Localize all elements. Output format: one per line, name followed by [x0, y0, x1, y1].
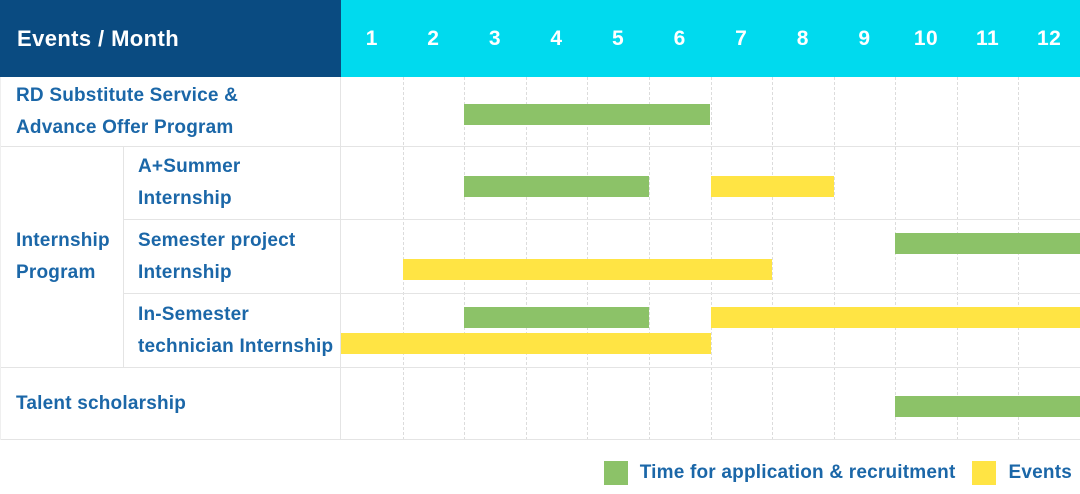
month-gridline	[402, 77, 404, 440]
gantt-bar-application	[464, 175, 649, 197]
month-gridline	[956, 77, 958, 440]
month-gridline	[464, 77, 466, 440]
gantt-bar-events	[341, 333, 711, 354]
gantt-bar-events	[710, 307, 1080, 328]
month-gridline	[525, 77, 527, 440]
month-gridline	[710, 77, 712, 440]
legend-label: Events	[1008, 462, 1072, 483]
month-label: 6	[673, 26, 686, 50]
row-label-line: A+Summer	[138, 156, 241, 177]
legend-item-events: Events	[972, 461, 1072, 485]
month-label: 10	[913, 26, 939, 50]
row-label-line: technician Internship	[138, 335, 334, 357]
row-label-line: Internship	[138, 188, 232, 209]
row-label-in-semester-technician-internship: In-Semester technician Internship	[124, 294, 341, 368]
gantt-bar-application	[464, 307, 649, 328]
month-label: 4	[550, 26, 563, 50]
gantt-bar-events	[402, 259, 773, 280]
row-label-line: Advance Offer Program	[16, 116, 234, 138]
month-label: 7	[735, 26, 748, 50]
month-label: 5	[612, 26, 625, 50]
table-header-title: Events / Month	[0, 0, 341, 77]
month-gridline	[833, 77, 835, 440]
row-label-line: Internship	[16, 230, 110, 251]
row-label-line: RD Substitute Service &	[16, 84, 239, 106]
gantt-bar-application	[895, 233, 1080, 254]
month-label: 1	[365, 26, 378, 50]
chart-row	[341, 77, 1080, 147]
month-gridline	[1018, 77, 1020, 440]
row-label-line: Semester project	[138, 229, 296, 251]
month-label: 12	[1036, 26, 1062, 50]
table-left-border	[0, 77, 1, 440]
row-label-line: In-Semester	[138, 303, 249, 325]
gantt-bar-events	[710, 175, 834, 197]
chart-row	[341, 294, 1080, 368]
month-gridline	[772, 77, 774, 440]
month-gridline	[648, 77, 650, 440]
chart-row	[341, 368, 1080, 440]
month-label: 9	[858, 26, 871, 50]
row-label-rd-substitute: RD Substitute Service & Advance Offer Pr…	[0, 77, 341, 147]
chart-area	[341, 77, 1080, 440]
chart-row	[341, 220, 1080, 294]
chart-row	[341, 147, 1080, 220]
yellow-swatch-icon	[972, 461, 997, 485]
row-label-line: Internship	[138, 261, 232, 283]
month-label: 3	[488, 26, 502, 50]
row-label-a-summer-internship: A+Summer Internship	[124, 147, 341, 220]
legend-label: Time for application & recruitment	[639, 462, 956, 483]
month-label: 11	[975, 26, 1000, 50]
row-label-line: Program	[16, 262, 96, 283]
row-group-label-internship-program: Internship Program	[0, 147, 124, 368]
month-gridline	[895, 77, 897, 440]
legend-item-application: Time for application & recruitment	[603, 461, 956, 485]
gantt-bar-application	[464, 104, 711, 125]
row-label-line: Talent scholarship	[16, 392, 187, 414]
month-label: 8	[796, 26, 809, 50]
legend: Time for application & recruitment Event…	[0, 458, 1080, 488]
month-header-row: 1 2 3 4 5 6 7 8 9 10 11 12	[341, 0, 1080, 77]
row-label-semester-project-internship: Semester project Internship	[124, 220, 341, 294]
row-label-talent-scholarship: Talent scholarship	[0, 368, 341, 440]
green-swatch-icon	[603, 461, 628, 485]
month-label: 2	[427, 26, 440, 50]
month-gridline	[587, 77, 589, 440]
gantt-bar-application	[895, 396, 1080, 417]
